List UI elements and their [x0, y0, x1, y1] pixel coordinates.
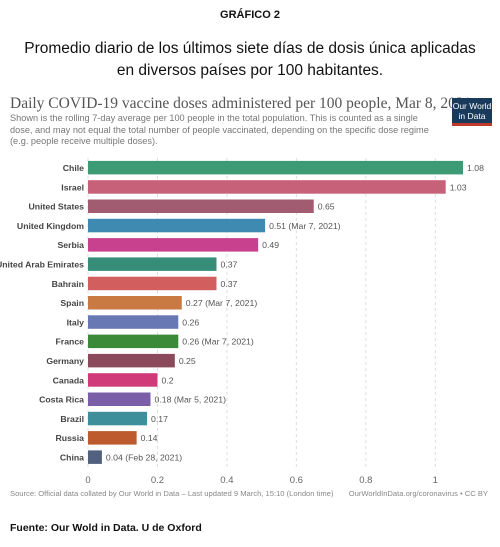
- document-title-line-1: Promedio diario de los últimos siete día…: [24, 40, 476, 57]
- category-label: China: [60, 452, 84, 462]
- owid-logo-line-2: in Data: [458, 111, 486, 121]
- bar: [88, 218, 266, 233]
- value-label: 0.14: [141, 433, 158, 443]
- value-label: 0.37: [220, 259, 237, 269]
- value-label: 0.18 (Mar 5, 2021): [155, 395, 227, 405]
- document-source-note: Fuente: Our Wold in Data. U de Oxford: [10, 522, 202, 534]
- value-label: 0.27 (Mar 7, 2021): [186, 298, 258, 308]
- x-tick-label: 0: [85, 475, 90, 485]
- x-tick-label: 0.4: [220, 475, 233, 485]
- bar: [88, 315, 179, 329]
- bar: [88, 411, 148, 426]
- category-label: Italy: [67, 317, 85, 327]
- bar: [88, 160, 464, 175]
- category-label: Bahrain: [52, 279, 84, 289]
- value-label: 0.26: [182, 317, 199, 327]
- bar-chart: 0 0.2 0.4 0.6 0.8 1 Chile 1.08 Israel 1.03 United …: [0, 158, 484, 485]
- bar: [88, 180, 446, 194]
- value-label: 0.26 (Mar 7, 2021): [182, 337, 254, 347]
- value-label: 0.65: [318, 202, 335, 212]
- value-label: 1.08: [467, 163, 484, 173]
- x-tick-label: 1: [433, 475, 438, 485]
- category-label: Costa Rica: [39, 395, 84, 405]
- value-label: 0.2: [161, 375, 173, 385]
- value-label: 0.04 (Feb 28, 2021): [106, 452, 182, 462]
- chart-source: Source: Official data collated by Our Wo…: [10, 489, 334, 498]
- category-label: France: [56, 337, 85, 347]
- category-label: Russia: [56, 433, 85, 443]
- chart-title: Daily COVID-19 vaccine doses administere…: [10, 95, 472, 112]
- owid-logo-line-1: Our World: [452, 101, 492, 111]
- value-label: 1.03: [450, 182, 467, 192]
- bar: [88, 373, 158, 387]
- category-label: Chile: [63, 163, 84, 173]
- category-label: United Kingdom: [17, 221, 84, 231]
- category-label: Israel: [61, 182, 84, 192]
- bar: [88, 431, 137, 445]
- owid-logo[interactable]: Our World in Data: [452, 98, 492, 126]
- category-label: Serbia: [57, 240, 84, 250]
- category-label: Canada: [53, 375, 85, 385]
- x-tick-label: 0.2: [151, 475, 164, 485]
- chart-attribution[interactable]: OurWorldInData.org/coronavirus • CC BY: [348, 489, 488, 498]
- value-label: 0.49: [262, 240, 279, 250]
- value-label: 0.17: [151, 414, 168, 424]
- bar: [88, 392, 151, 406]
- bar: [88, 238, 259, 252]
- category-label: Spain: [60, 298, 84, 308]
- value-label: 0.51 (Mar 7, 2021): [269, 221, 341, 231]
- document-title-line-2: en diversos países por 100 habitantes.: [116, 62, 384, 79]
- category-label: United States: [28, 202, 84, 212]
- category-label: Brazil: [60, 414, 84, 424]
- x-tick-label: 0.8: [359, 475, 372, 485]
- category-label: United Arab Emirates: [0, 259, 84, 269]
- chart-subtitle: Shown is the rolling 7-day average per 1…: [10, 113, 429, 147]
- bar: [88, 257, 217, 271]
- category-label: Germany: [46, 356, 84, 366]
- value-label: 0.25: [179, 356, 196, 366]
- bar: [88, 199, 314, 213]
- bar: [88, 450, 102, 464]
- document-label: GRÁFICO 2: [220, 9, 280, 21]
- x-tick-label: 0.6: [290, 475, 303, 485]
- bar: [88, 296, 182, 310]
- bar: [88, 334, 179, 349]
- bar: [88, 353, 175, 368]
- value-label: 0.37: [220, 279, 237, 289]
- document-title: Promedio diario de los últimos siete día…: [20, 38, 480, 82]
- bar: [88, 276, 217, 291]
